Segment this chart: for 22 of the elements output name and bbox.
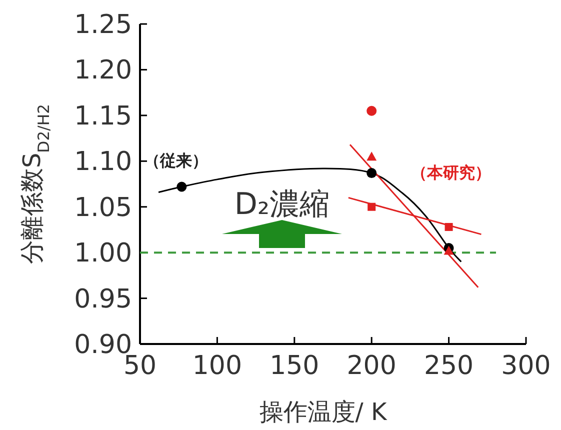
y-tick-label: 1.20 [74,56,132,86]
y-tick-label: 1.25 [74,10,132,40]
x-axis-title: 操作温度/ K [259,398,388,426]
annotation: （従来） [144,151,208,170]
point [366,152,377,161]
annotation: （本研究） [411,163,491,182]
y-tick-label: 1.00 [74,238,132,269]
y-tick-label: 1.10 [74,147,132,178]
y-tick-label: 1.05 [74,192,132,223]
point [368,202,376,211]
x-tick-label: 250 [424,351,474,381]
point [444,246,454,255]
point [366,168,377,178]
y-tick-label: 1.15 [74,101,132,132]
x-tick-label: 200 [346,351,396,381]
x-tick-label: 150 [270,351,320,381]
point [176,182,187,192]
x-tick-label: 300 [501,351,551,381]
y-tick-label: 0.95 [74,284,132,314]
x-tick-label: 100 [192,351,242,381]
point [444,222,453,231]
annotation: D₂濃縮 [234,187,330,222]
